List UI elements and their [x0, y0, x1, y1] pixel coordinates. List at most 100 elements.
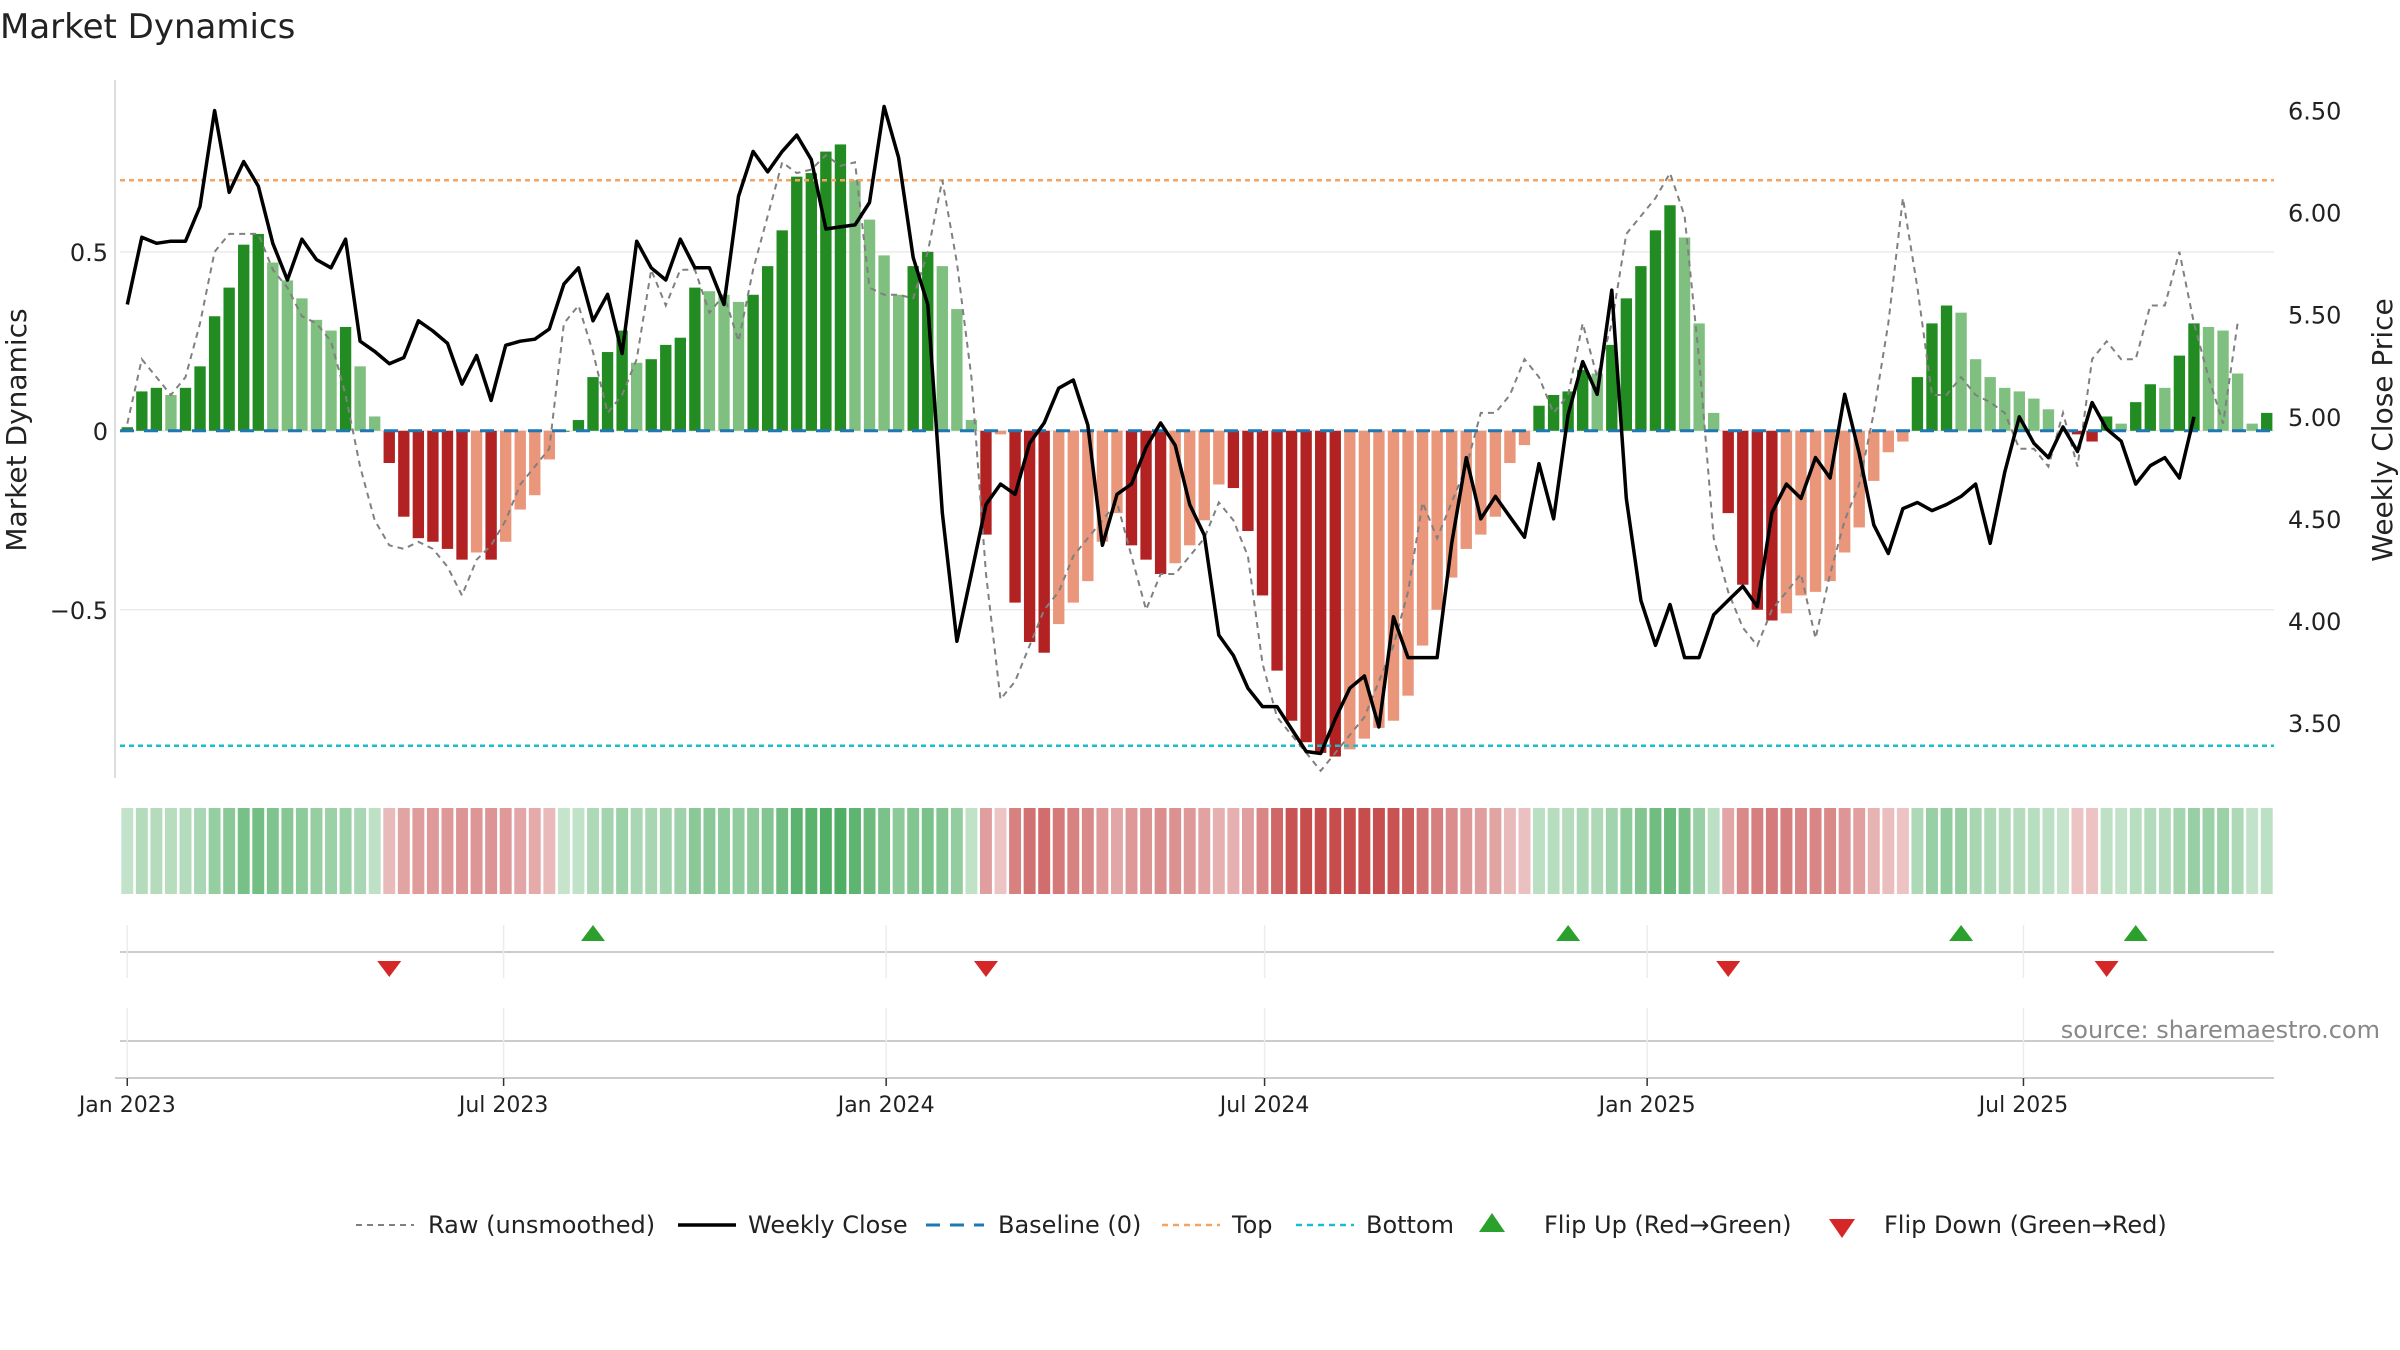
dynamics-bar	[1329, 430, 1341, 757]
regime-cell	[121, 808, 134, 894]
dynamics-bar	[485, 430, 497, 560]
flip-down-marker	[2094, 961, 2119, 977]
bottom-gridlines	[126, 1008, 2025, 1078]
dynamics-bar	[1111, 430, 1123, 514]
legend-label-flip-down: Flip Down (Green→Red)	[1884, 1211, 2167, 1239]
dynamics-bar	[689, 287, 701, 431]
dynamics-bar	[1125, 430, 1138, 546]
regime-cell	[747, 808, 760, 894]
regime-cell	[1038, 808, 1051, 894]
y2-tick-label: 4.50	[2288, 506, 2341, 534]
regime-cell	[1329, 808, 1342, 894]
dynamics-bar	[1169, 430, 1181, 564]
regime-cell	[1911, 808, 1924, 894]
reference-lines	[120, 178, 2274, 748]
dynamics-bar	[980, 430, 992, 535]
dynamics-bar	[1547, 394, 1560, 431]
legend-item-close: Weekly Close	[678, 1211, 908, 1239]
dynamics-bar	[1780, 430, 1793, 614]
regime-cell	[223, 808, 236, 894]
regime-cell	[703, 808, 716, 894]
dynamics-bar	[1999, 387, 2011, 431]
dynamics-bar	[1678, 237, 1691, 431]
regime-cell	[1795, 808, 1807, 894]
regime-cell	[2187, 808, 2200, 894]
y-tick-label: −0.5	[50, 597, 108, 625]
dynamics-bar	[2115, 423, 2127, 431]
regime-cell	[761, 808, 774, 894]
regime-cell	[354, 808, 367, 894]
regime-cell	[1212, 808, 1225, 894]
regime-cell	[732, 808, 745, 894]
flip-up-marker	[1949, 925, 1974, 941]
dynamics-bar	[1533, 405, 1545, 431]
dynamics-bar	[747, 294, 759, 431]
dynamics-bar	[1853, 430, 1865, 528]
dynamics-bar	[194, 366, 206, 431]
regime-cell	[1023, 808, 1036, 894]
legend-item-flip-down: Flip Down (Green→Red)	[1829, 1211, 2167, 1239]
dynamics-bar	[2130, 402, 2142, 431]
regime-cell	[1926, 808, 1938, 894]
regime-cell	[1285, 808, 1298, 894]
dynamics-bar	[1256, 430, 1269, 596]
regime-cell	[2042, 808, 2055, 894]
regime-cell	[1838, 808, 1851, 894]
regime-cell	[2246, 808, 2259, 894]
dynamics-bar	[1475, 430, 1487, 535]
regime-cell	[1809, 808, 1822, 894]
right-axis-ticks: 6.50 6.00 5.50 5.00 4.50 4.00 3.50	[2288, 98, 2341, 738]
regime-cell	[2013, 808, 2026, 894]
regime-cell	[907, 808, 920, 894]
y-tick-label: 0.5	[70, 239, 108, 267]
dynamics-bar	[150, 387, 163, 431]
dynamics-bar	[820, 151, 832, 431]
regime-cell	[616, 808, 629, 894]
regime-cell	[1896, 808, 1909, 894]
regime-cell	[2071, 808, 2084, 894]
dynamics-bar	[1940, 305, 1953, 431]
dynamics-bar	[1693, 323, 1705, 431]
regime-cell	[1649, 808, 1662, 894]
dynamics-bar	[1023, 430, 1036, 642]
dynamics-bar	[2144, 384, 2156, 431]
dynamics-bar	[441, 430, 454, 549]
y2-tick-label: 3.50	[2288, 710, 2341, 738]
dynamics-bar	[2231, 373, 2244, 431]
regime-cell	[368, 808, 381, 894]
legend-item-top: Top	[1162, 1211, 1273, 1239]
regime-cell	[601, 808, 614, 894]
regime-cell	[1081, 808, 1094, 894]
dynamics-bar	[2188, 323, 2200, 431]
regime-cell	[587, 808, 599, 894]
dynamics-bar	[761, 266, 774, 431]
regime-cell	[208, 808, 221, 894]
y2-tick-label: 6.00	[2288, 200, 2341, 228]
regime-cell	[557, 808, 570, 894]
regime-cell	[1227, 808, 1240, 894]
regime-cell	[194, 808, 207, 894]
flips-gridlines	[126, 925, 2025, 978]
dynamics-bar	[339, 326, 352, 431]
dynamics-bar	[179, 387, 192, 431]
dynamics-bar	[587, 377, 599, 431]
source-note: source: sharemaestro.com	[2061, 1016, 2380, 1044]
regime-cell	[2100, 808, 2113, 894]
dynamics-bar	[1053, 430, 1065, 625]
dynamics-bar	[1402, 430, 1414, 696]
regime-cell	[1271, 808, 1284, 894]
flip-down-marker	[973, 961, 998, 977]
flip-up-icon	[1479, 1213, 1505, 1232]
regime-cell	[688, 808, 701, 894]
regime-cell	[2057, 808, 2069, 894]
regime-cell	[1707, 808, 1720, 894]
regime-cell	[2202, 808, 2215, 894]
x-tick-label: Jan 2024	[836, 1093, 935, 1118]
regime-cell	[1169, 808, 1182, 894]
regime-cell	[237, 808, 250, 894]
regime-cell	[150, 808, 163, 894]
regime-cell	[878, 808, 891, 894]
regime-cell	[1562, 808, 1575, 894]
y2-tick-label: 6.50	[2288, 98, 2341, 126]
